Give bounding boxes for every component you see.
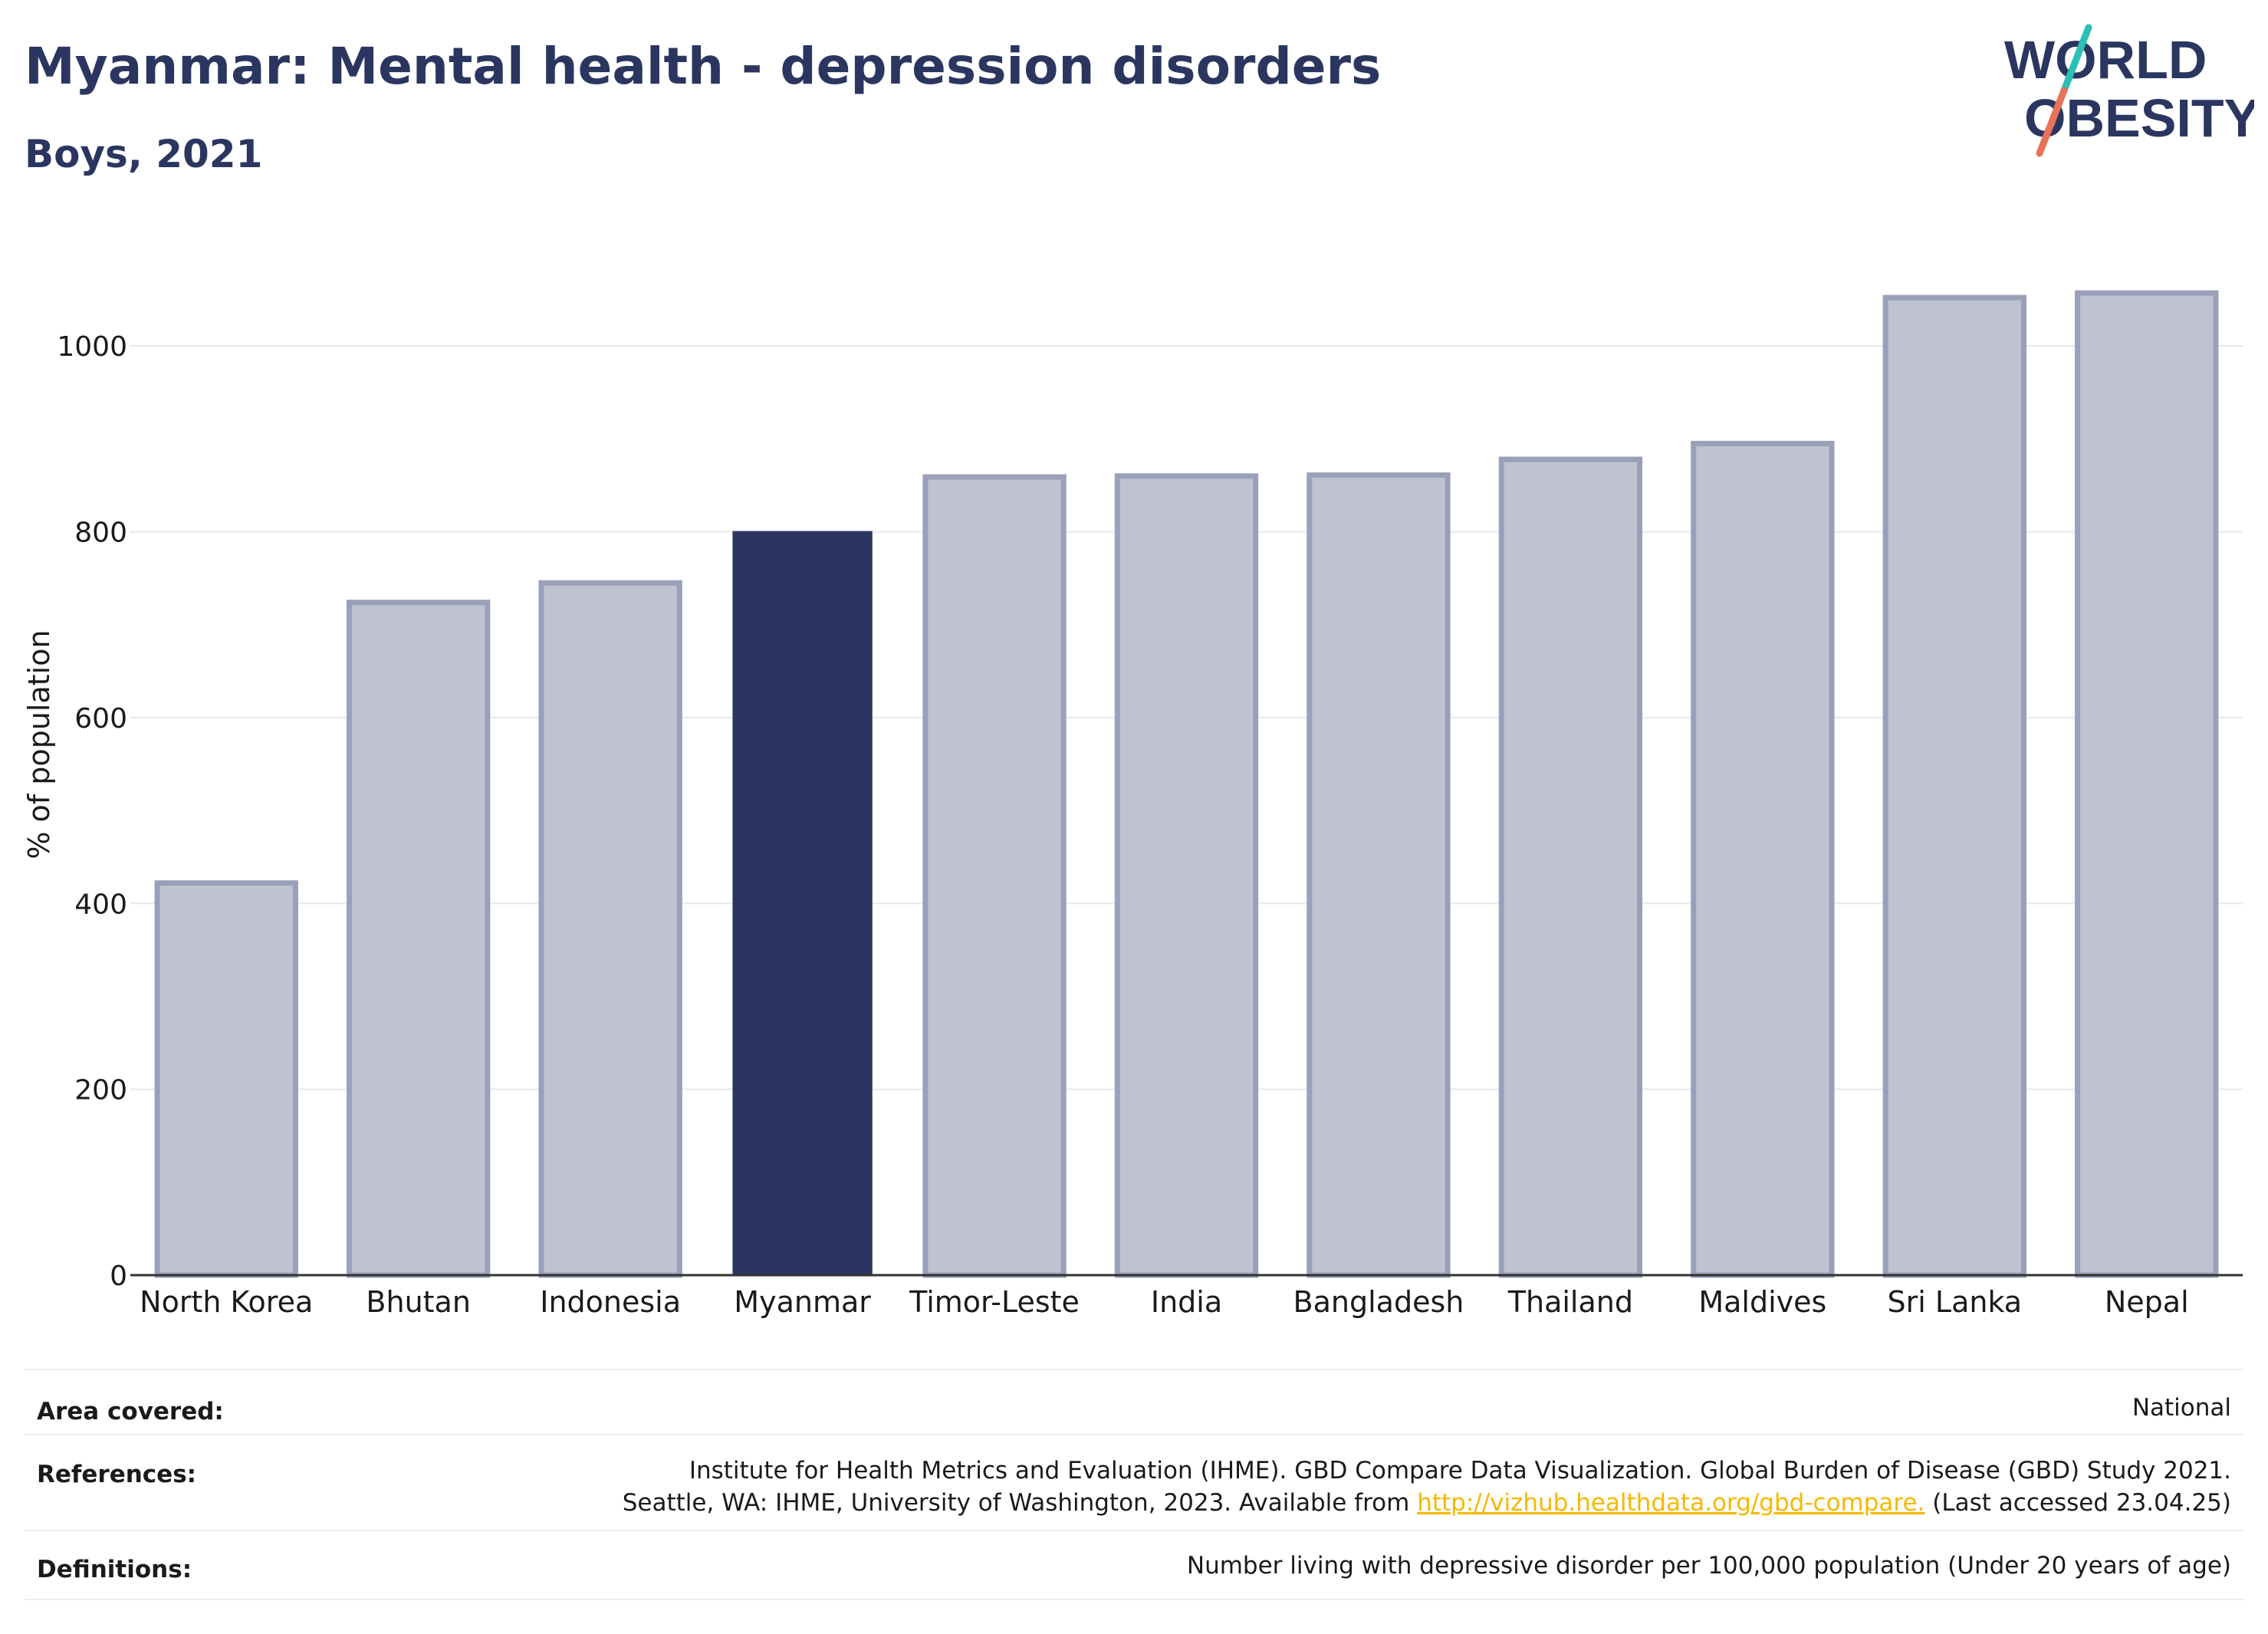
definitions-label: Definitions: — [37, 1556, 192, 1583]
x-tick-label: Indonesia — [540, 1285, 681, 1319]
y-tick-label: 1000 — [57, 331, 127, 363]
gbd-compare-link[interactable]: http://vizhub.healthdata.org/gbd-compare… — [1417, 1489, 1925, 1517]
bar-thailand — [1498, 456, 1643, 1278]
bar-north-korea — [154, 880, 298, 1278]
y-tick-label: 800 — [74, 518, 127, 549]
bar-maldives — [1691, 440, 1835, 1278]
bar-bhutan — [347, 600, 491, 1278]
y-tick-label: 200 — [74, 1075, 127, 1106]
references-line-1: Institute for Health Metrics and Evaluat… — [689, 1457, 2231, 1484]
info-divider — [25, 1369, 2243, 1370]
bar-sri-lanka — [1882, 294, 2026, 1278]
bar-myanmar — [732, 531, 873, 1276]
x-tick-label: Bhutan — [366, 1285, 471, 1319]
y-axis-label: % of population — [22, 630, 56, 859]
bar-timor-leste — [922, 474, 1067, 1278]
references-value: Institute for Health Metrics and Evaluat… — [623, 1455, 2231, 1519]
bar-indonesia — [538, 580, 682, 1278]
x-axis-ticks: North Korea Bhutan Indonesia Myanmar Timor-L… — [140, 1285, 2188, 1319]
x-tick-label: Nepal — [2105, 1285, 2189, 1319]
info-row-definitions: Definitions: Number living with depressi… — [25, 1550, 2243, 1591]
info-divider — [25, 1599, 2243, 1600]
x-tick-label: Maldives — [1698, 1285, 1826, 1319]
area-value: National — [2132, 1394, 2231, 1422]
x-tick-label: Timor-Leste — [909, 1285, 1080, 1319]
bar-chart: 0 200 400 600 800 1000 North Korea Bhutan Indon… — [22, 290, 2243, 1319]
world-obesity-logo: WORLD OBESITY — [2004, 24, 2254, 157]
x-tick-label: India — [1151, 1285, 1222, 1319]
info-row-references: References: Institute for Health Metrics… — [25, 1455, 2243, 1531]
references-label: References: — [37, 1461, 197, 1488]
x-tick-label: Sri Lanka — [1888, 1285, 2023, 1319]
logo-slash-bottom — [2036, 87, 2068, 157]
x-tick-label: North Korea — [140, 1285, 313, 1319]
x-tick-label: Bangladesh — [1293, 1285, 1464, 1319]
bars — [154, 290, 2219, 1278]
chart-title: Myanmar: Mental health - depression diso… — [25, 37, 1382, 96]
info-divider — [25, 1434, 2243, 1435]
logo-slash-top — [2060, 24, 2092, 94]
y-tick-label: 400 — [74, 889, 127, 920]
bar-nepal — [2075, 290, 2219, 1278]
area-label: Area covered: — [37, 1398, 224, 1425]
info-row-area: Area covered: National — [25, 1392, 2243, 1433]
chart-subtitle: Boys, 2021 — [25, 132, 263, 176]
x-tick-label: Myanmar — [734, 1285, 871, 1319]
y-tick-label: 0 — [110, 1261, 127, 1292]
references-line-2: Seattle, WA: IHME, University of Washing… — [623, 1487, 2231, 1519]
bar-bangladesh — [1307, 472, 1451, 1278]
bar-india — [1114, 473, 1259, 1278]
info-divider — [25, 1530, 2243, 1531]
y-axis-ticks: 0 200 400 600 800 1000 — [57, 331, 127, 1292]
x-tick-label: Thailand — [1507, 1285, 1633, 1319]
definitions-value: Number living with depressive disorder p… — [1186, 1552, 2231, 1580]
logo-text-world: WORLD — [2004, 30, 2207, 90]
references-line-2-suffix: (Last accessed 23.04.25) — [1925, 1489, 2231, 1517]
y-tick-label: 600 — [74, 703, 127, 735]
references-line-2-prefix: Seattle, WA: IHME, University of Washing… — [622, 1489, 1418, 1517]
